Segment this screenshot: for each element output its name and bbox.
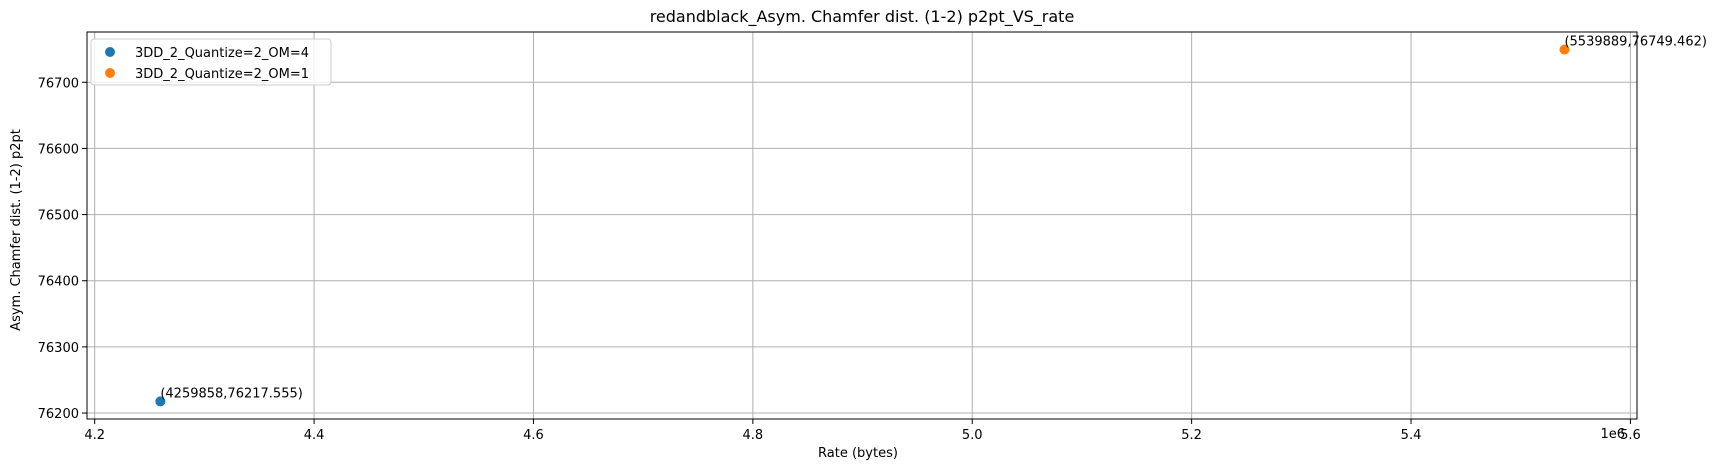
y-tick-label: 76200 (38, 407, 79, 422)
data-label: (5539889,76749.462) (1564, 35, 1706, 50)
x-tick-label: 4.6 (523, 428, 544, 443)
x-tick-label: 5.4 (1401, 428, 1422, 443)
legend-label: 3DD_2_Quantize=2_OM=4 (135, 46, 309, 61)
grid (87, 32, 1637, 419)
y-axis-ticks: 76200 76300 76400 76500 76600 76700 (38, 76, 87, 422)
x-tick-label: 5.0 (962, 428, 983, 443)
x-tick-label: 4.8 (743, 428, 764, 443)
y-tick-label: 76500 (38, 209, 79, 224)
y-tick-label: 76400 (38, 275, 79, 290)
y-tick-label: 76600 (38, 142, 79, 157)
x-tick-label: 4.2 (84, 428, 105, 443)
legend-box (90, 38, 332, 86)
x-tick-label: 5.6 (1620, 428, 1641, 443)
legend-marker (105, 47, 115, 57)
legend-label: 3DD_2_Quantize=2_OM=1 (135, 67, 309, 82)
y-tick-label: 76700 (38, 76, 79, 91)
chart-title: redandblack_Asym. Chamfer dist. (1-2) p2… (650, 7, 1075, 27)
legend: 3DD_2_Quantize=2_OM=4 3DD_2_Quantize=2_OM… (90, 38, 332, 86)
data-points (155, 44, 1570, 407)
y-axis-label: Asym. Chamfer dist. (1-2) p2pt (9, 129, 24, 331)
x-axis-ticks: 4.2 4.4 4.6 4.8 5.0 5.2 5.4 5.6 (84, 419, 1641, 443)
plot-frame (86, 31, 1638, 420)
x-tick-label: 5.2 (1181, 428, 1202, 443)
data-annotations: (4259858,76217.555) (5539889,76749.462) (160, 35, 1707, 402)
data-point (155, 396, 166, 407)
legend-marker (105, 68, 115, 78)
x-tick-label: 4.4 (304, 428, 325, 443)
data-label: (4259858,76217.555) (160, 386, 302, 401)
data-point (1559, 44, 1570, 55)
x-axis-offset-label: 1e6 (1600, 427, 1625, 442)
x-axis-label: Rate (bytes) (818, 446, 898, 461)
y-tick-label: 76300 (38, 341, 79, 356)
